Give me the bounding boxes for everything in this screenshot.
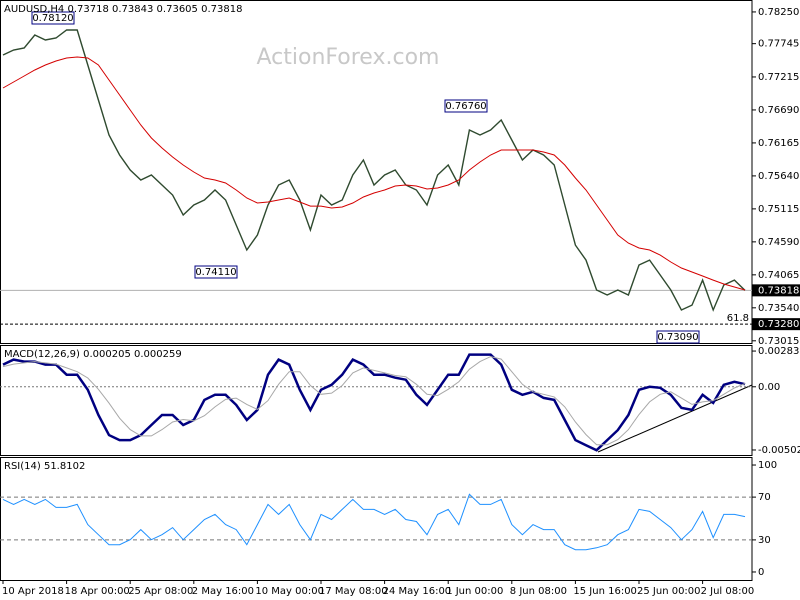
x-tick-label: 17 May 08:00 (319, 586, 388, 597)
y-tick-label: 0.74065 (758, 270, 799, 281)
x-tick-label: 1 Jun 00:00 (446, 586, 503, 597)
x-tick-label: 15 Jun 16:00 (573, 586, 637, 597)
panel-title: MACD(12,26,9) 0.000205 0.000259 (4, 349, 182, 360)
panel-title-text: AUDUSD,H4 (4, 4, 64, 15)
panel-frame (0, 457, 753, 581)
panel-title: RSI(14) 51.8102 (4, 461, 85, 472)
annotation: 0.78120 (32, 13, 73, 24)
annotation-box (194, 265, 238, 279)
price-label-box (752, 284, 800, 297)
fib-level-label: 0.73280 (758, 319, 799, 330)
y-tick-label: 0.78250 (758, 7, 799, 18)
annotation-box (444, 99, 488, 113)
y-tick-label: 0.73015 (758, 336, 799, 347)
panel-frame (0, 0, 753, 344)
x-tick-label: 2 May 16:00 (192, 586, 254, 597)
y-tick-label: 100 (758, 460, 777, 471)
price-label-box (752, 318, 800, 331)
trend-line (597, 384, 753, 453)
x-tick-label: 10 May 00:00 (255, 586, 324, 597)
series-line (2, 356, 746, 446)
fib-ratio-label: 61.8 (727, 313, 749, 324)
x-tick-label: 18 Apr 00:00 (65, 586, 130, 597)
y-tick-label: 30 (758, 535, 771, 546)
annotation: 0.76760 (445, 101, 486, 112)
y-tick-label: 0.75115 (758, 204, 799, 215)
y-tick-label: 0.76165 (758, 138, 799, 149)
y-tick-label: 0.77215 (758, 72, 799, 83)
y-tick-label: 0.76690 (758, 105, 799, 116)
ohlc-values: 0.73718 0.73843 0.73605 0.73818 (67, 4, 242, 15)
panel-frame (0, 345, 753, 456)
y-tick-label: 0.77745 (758, 39, 799, 50)
annotation-box (31, 11, 75, 25)
annotation-box (656, 330, 700, 344)
x-tick-label: 25 Apr 08:00 (128, 586, 193, 597)
series-line (2, 353, 746, 452)
panel-title-text: MACD(12,26,9) 0.000205 0.000259 (4, 349, 182, 360)
series-line (2, 29, 746, 312)
x-tick-label: 24 May 16:00 (383, 586, 452, 597)
x-tick-label: 2 Jul 08:00 (701, 586, 755, 597)
y-tick-label: 0.00 (758, 382, 780, 393)
panel-title: AUDUSD,H4 0.73718 0.73843 0.73605 0.7381… (4, 4, 242, 15)
annotation: 0.74110 (195, 267, 236, 278)
current-price-label: 0.73818 (758, 285, 799, 296)
watermark: ActionForex.com (257, 45, 440, 70)
series-line (2, 56, 746, 291)
y-tick-label: 0.73540 (758, 303, 799, 314)
y-tick-label: -0.005021 (758, 445, 800, 456)
y-tick-label: 0.002839 (758, 346, 800, 357)
y-tick-label: 70 (758, 492, 771, 503)
y-tick-label: 0.74590 (758, 237, 799, 248)
x-tick-label: 25 Jun 00:00 (637, 586, 701, 597)
series-line (2, 493, 746, 551)
y-tick-label: 0.75640 (758, 171, 799, 182)
panel-title-text: RSI(14) 51.8102 (4, 461, 85, 472)
x-tick-label: 8 Jun 08:00 (510, 586, 567, 597)
x-tick-label: 10 Apr 2018 (2, 586, 64, 597)
annotation: 0.73090 (657, 332, 698, 343)
y-tick-label: 0 (758, 567, 764, 578)
